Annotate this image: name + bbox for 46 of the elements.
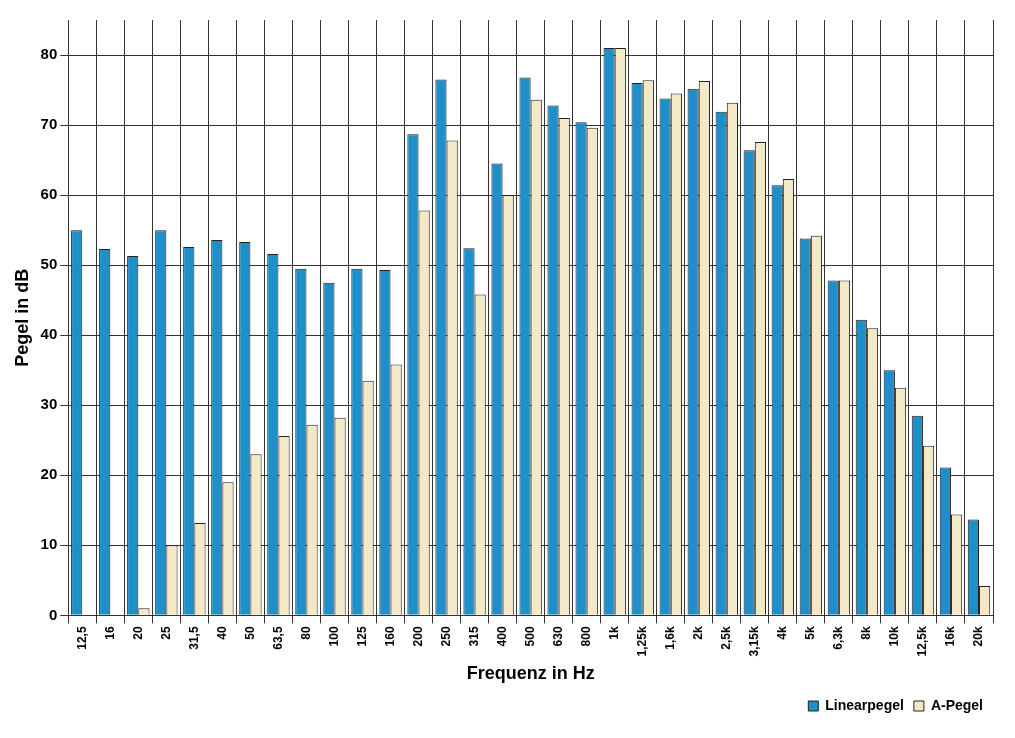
x-tick-label: 630	[550, 626, 565, 647]
y-tick-label: 80	[40, 45, 58, 63]
x-tick-label: 40	[214, 626, 229, 640]
x-tick-label: 6,3k	[831, 626, 846, 650]
y-tick-label: 40	[40, 325, 58, 343]
y-tick-label: 60	[40, 185, 58, 203]
x-tick-label: 100	[326, 626, 341, 647]
y-tick-label: 30	[40, 395, 58, 413]
x-tick-label: 31,5	[186, 626, 201, 650]
y-tick-label: 10	[40, 535, 58, 553]
x-tick-label: 500	[522, 626, 537, 647]
x-tick-label: 3,15k	[747, 626, 762, 657]
y-axis-title: Pegel in dB	[11, 268, 32, 367]
x-tick-label: 4k	[775, 626, 790, 640]
x-tick-label: 25	[158, 626, 173, 640]
x-tick-label: 50	[242, 626, 257, 640]
x-tick-label: 200	[410, 626, 425, 647]
legend-label: A-Pegel	[930, 696, 983, 713]
x-tick-label: 10k	[887, 626, 902, 647]
x-axis-title: Frequenz in Hz	[466, 663, 595, 684]
x-tick-label: 20	[130, 626, 145, 640]
x-tick-label: 125	[354, 626, 369, 647]
x-tick-label: 250	[438, 626, 453, 647]
y-tick-label: 50	[40, 255, 58, 273]
x-tick-label: 1,25k	[635, 626, 650, 657]
x-tick-label: 160	[382, 626, 397, 647]
x-tick-label: 400	[494, 626, 509, 647]
x-tick-label: 12,5	[74, 626, 89, 650]
y-tick-label: 20	[40, 465, 58, 483]
x-tick-label: 1,6k	[663, 626, 678, 650]
x-tick-label: 20k	[971, 626, 986, 647]
x-tick-label: 16k	[943, 626, 958, 647]
x-tick-label: 5k	[803, 626, 818, 640]
x-tick-label: 315	[466, 626, 481, 647]
x-tick-label: 2,5k	[719, 626, 734, 650]
x-tick-label: 2k	[691, 626, 706, 640]
y-tick-label: 70	[40, 115, 58, 133]
x-tick-label: 12,5k	[915, 626, 930, 657]
x-tick-label: 1k	[607, 626, 622, 640]
legend-label: Linearpegel	[825, 696, 904, 713]
x-tick-label: 8k	[859, 626, 874, 640]
x-tick-label: 800	[579, 626, 593, 647]
y-tick-label: 0	[48, 605, 58, 623]
x-tick-label: 80	[298, 626, 313, 640]
x-tick-label: 16	[102, 626, 117, 640]
x-tick-label: 63,5	[270, 626, 285, 650]
